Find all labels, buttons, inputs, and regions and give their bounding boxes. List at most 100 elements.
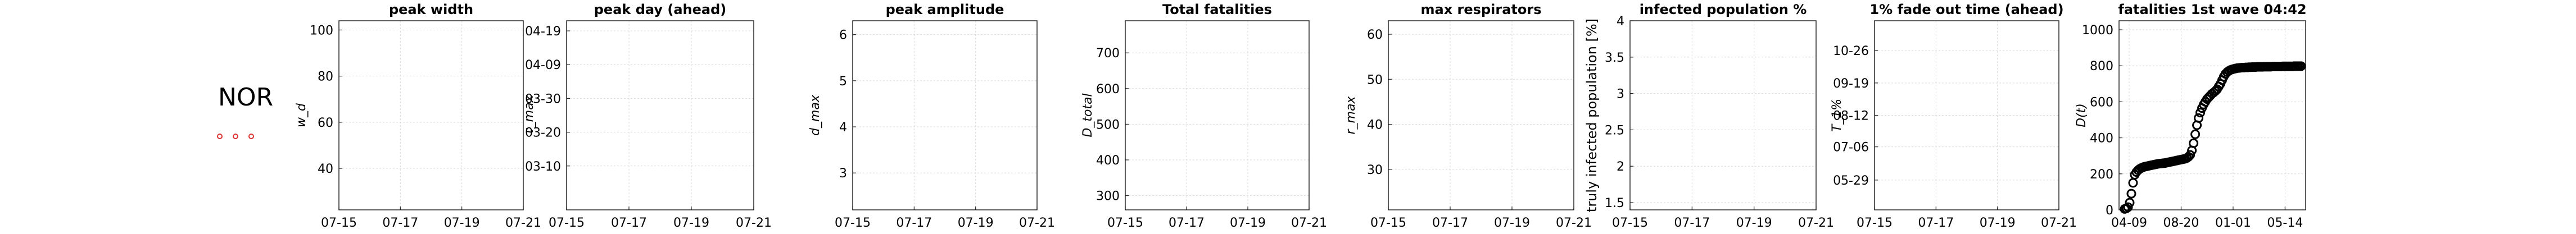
y-tick-label: 700 (1096, 47, 1120, 61)
y-tick-label: 80 (318, 70, 333, 84)
x-tick-label: 04-09 (2111, 216, 2147, 230)
x-tick-label: 07-15 (549, 216, 585, 230)
chart-title: 1% fade out time (ahead) (1869, 2, 2063, 17)
chart-title: peak day (ahead) (594, 2, 726, 17)
data-point (2123, 202, 2133, 212)
y-tick-label: 4 (839, 121, 847, 135)
y-tick-label: 400 (2090, 132, 2113, 146)
x-tick-label: 07-19 (1980, 216, 2016, 230)
y-tick-label: 04-09 (525, 58, 561, 72)
data-point (2190, 129, 2201, 139)
y-axis-label: truly infected population [%] (1584, 19, 1600, 212)
y-tick-label: 600 (1096, 82, 1120, 97)
data-point (2189, 138, 2199, 148)
y-tick-label: 3 (839, 167, 847, 181)
chart-title: max respirators (1421, 2, 1542, 17)
x-tick-label: 07-15 (1370, 216, 1406, 230)
y-tick-label: 05-29 (1833, 174, 1869, 188)
y-tick-label: 400 (1096, 154, 1120, 168)
y-tick-label: 03-30 (525, 92, 561, 106)
x-tick-label: 07-17 (1674, 216, 1710, 230)
chart-title: peak width (389, 2, 473, 17)
legend-dot (233, 134, 238, 139)
x-tick-label: 07-17 (1432, 216, 1468, 230)
x-tick-label: 07-21 (1556, 216, 1592, 230)
y-tick-label: 3.5 (1605, 51, 1624, 65)
y-tick-label: 4 (1617, 15, 1624, 29)
x-tick-label: 07-19 (1494, 216, 1530, 230)
x-tick-label: 01-01 (2215, 216, 2251, 230)
chart-title: infected population % (1640, 2, 1807, 17)
x-tick-label: 07-19 (1736, 216, 1772, 230)
x-tick-label: 08-20 (2163, 216, 2199, 230)
legend-dot (248, 134, 254, 139)
y-tick-label: 07-06 (1833, 141, 1869, 155)
y-tick-label: 60 (318, 116, 333, 130)
x-tick-label: 07-21 (1291, 216, 1327, 230)
y-axis-label: D(t) (2075, 103, 2089, 127)
y-tick-label: 2 (1617, 160, 1624, 174)
x-tick-label: 07-19 (1230, 216, 1266, 230)
x-tick-label: 05-14 (2267, 216, 2303, 230)
y-tick-label: 30 (1367, 163, 1383, 177)
x-tick-label: 07-15 (835, 216, 871, 230)
y-tick-label: 40 (1367, 118, 1383, 132)
legend-dot (217, 134, 223, 139)
plot-frame (566, 20, 754, 210)
y-tick-label: 3 (1617, 88, 1624, 102)
y-tick-label: 2.5 (1605, 123, 1624, 137)
y-axis-label: τ_max (522, 94, 536, 135)
y-tick-label: 10-26 (1833, 44, 1869, 58)
x-tick-label: 07-19 (673, 216, 709, 230)
x-tick-label: 07-15 (321, 216, 357, 230)
x-tick-label: 07-17 (1918, 216, 1954, 230)
y-tick-label: 03-20 (525, 126, 561, 140)
legend-dots (217, 134, 262, 145)
x-tick-label: 07-15 (1107, 216, 1143, 230)
y-tick-label: 0 (2106, 204, 2113, 218)
y-axis-label: r_max (1344, 96, 1358, 135)
y-tick-label: 5 (839, 75, 847, 89)
x-tick-label: 07-21 (505, 216, 541, 230)
y-tick-label: 800 (2090, 59, 2113, 74)
x-tick-label: 07-21 (736, 216, 772, 230)
plot-frame (1125, 20, 1310, 210)
y-tick-label: 100 (310, 24, 333, 38)
y-tick-label: 04-19 (525, 25, 561, 39)
y-tick-label: 40 (318, 162, 333, 176)
chart-title: Total fatalities (1162, 2, 1272, 17)
x-tick-label: 07-17 (611, 216, 647, 230)
x-tick-label: 07-17 (382, 216, 418, 230)
y-axis-label: w_d (295, 103, 309, 127)
data-point (2125, 198, 2135, 208)
y-tick-label: 09-19 (1833, 77, 1869, 91)
y-tick-label: 500 (1096, 118, 1120, 132)
y-tick-label: 03-10 (525, 160, 561, 174)
plot-frame (2118, 20, 2306, 210)
plot-frame (1629, 20, 1817, 210)
data-point (2195, 108, 2206, 118)
y-tick-label: 60 (1367, 28, 1383, 42)
data-point (2185, 150, 2195, 160)
x-tick-label: 07-17 (896, 216, 932, 230)
chart-title: peak amplitude (886, 2, 1004, 17)
data-point (2296, 61, 2306, 71)
data-point (2126, 189, 2136, 199)
y-tick-label: 1.5 (1605, 196, 1624, 210)
y-tick-label: 6 (839, 29, 847, 43)
x-tick-label: 07-19 (958, 216, 994, 230)
x-tick-label: 07-19 (444, 216, 480, 230)
data-point (2128, 178, 2138, 188)
x-tick-label: 07-15 (1612, 216, 1648, 230)
x-tick-label: 07-21 (1798, 216, 1834, 230)
y-tick-label: 08-12 (1833, 109, 1869, 123)
plot-frame (1388, 20, 1574, 210)
y-axis-label: d_max (808, 94, 822, 136)
x-tick-label: 07-15 (1857, 216, 1893, 230)
y-tick-label: 300 (1096, 190, 1120, 204)
y-axis-label: T_1% (1830, 99, 1844, 132)
y-tick-label: 200 (2090, 168, 2113, 182)
y-tick-label: 50 (1367, 73, 1383, 87)
country-label: NOR (218, 83, 274, 112)
